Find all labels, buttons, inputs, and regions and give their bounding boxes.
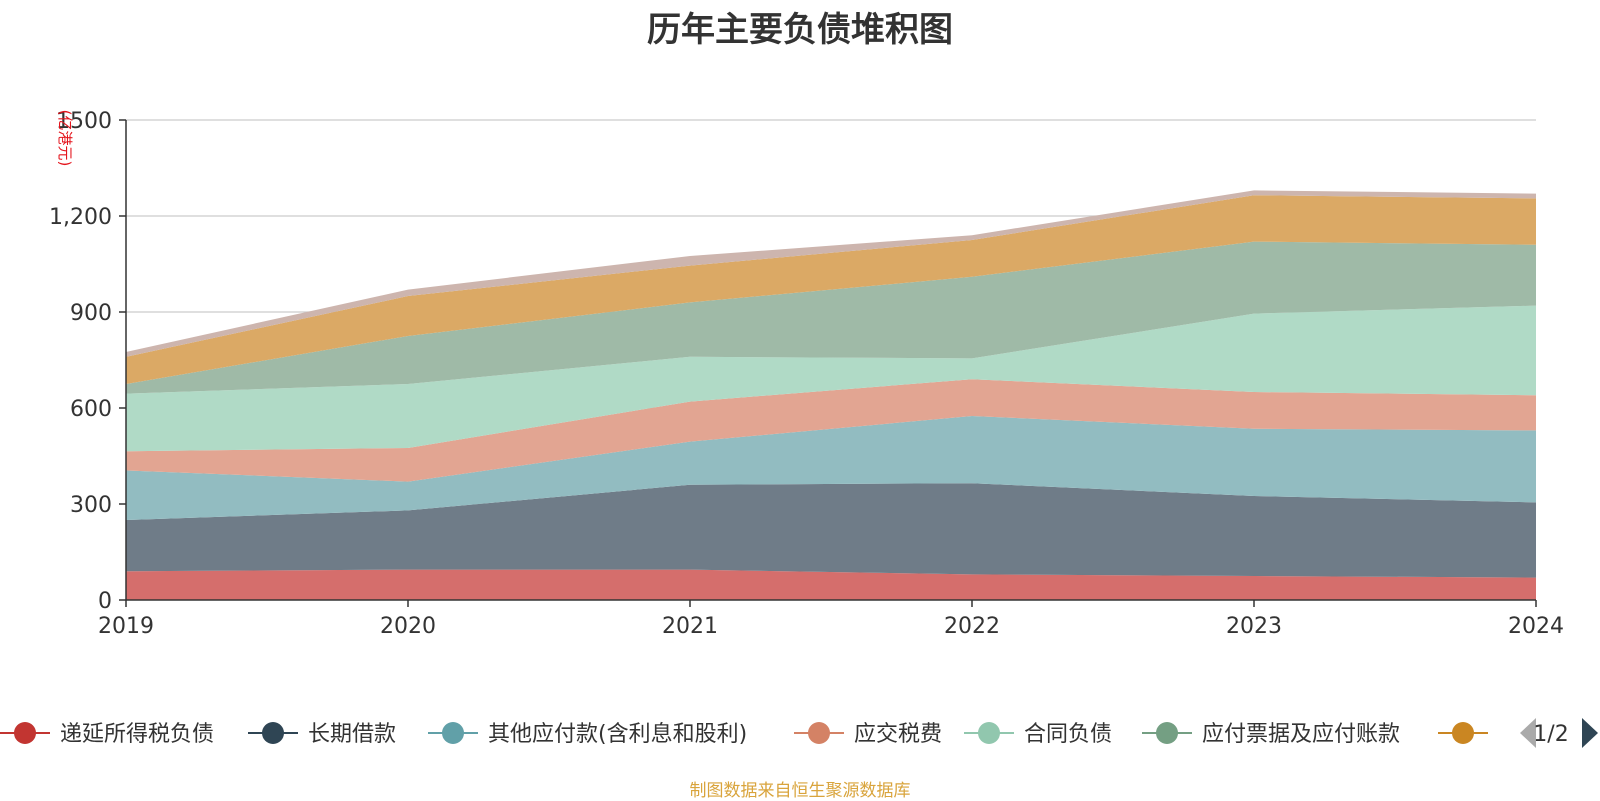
legend-pager: 1/2	[1520, 718, 1598, 748]
legend-item: 应交税费	[794, 722, 942, 747]
legend-marker	[1452, 722, 1474, 744]
x-tick-label: 2024	[1508, 614, 1564, 639]
legend-label: 递延所得税负债	[60, 722, 214, 747]
area-series-4	[126, 379, 1536, 482]
y-tick-label: 300	[70, 493, 112, 518]
y-unit-label: (亿港元)	[56, 110, 74, 167]
axes: 0 300 600 900 1,200 1500 2019 2020 2021 2022 2023 2…	[49, 109, 1564, 639]
x-tick-label: 2019	[98, 614, 154, 639]
next-page-icon[interactable]	[1582, 718, 1598, 748]
area-series-6	[126, 241, 1536, 394]
area-series-1	[126, 569, 1536, 600]
legend-label: 长期借款	[308, 722, 396, 747]
legend-page-indicator: 1/2	[1533, 722, 1568, 747]
x-tick-label: 2021	[662, 614, 718, 639]
legend-marker	[14, 722, 36, 744]
legend-item: 长期借款	[248, 722, 396, 747]
legend-label: 应交税费	[854, 722, 942, 747]
y-tick-label: 1,200	[49, 205, 112, 230]
stacked-areas	[126, 190, 1536, 600]
legend-item: 合同负债	[964, 722, 1112, 747]
source-note: 制图数据来自恒生聚源数据库	[689, 781, 911, 801]
legend-item: 其他应付款(含利息和股利)	[428, 722, 747, 747]
prev-page-icon[interactable]	[1520, 718, 1536, 748]
y-tick-label: 600	[70, 397, 112, 422]
legend-label: 合同负债	[1024, 722, 1112, 747]
legend-marker	[978, 722, 1000, 744]
y-tick-label: 1500	[56, 109, 112, 134]
chart-title: 历年主要负债堆积图	[647, 10, 953, 50]
area-series-2	[126, 483, 1536, 578]
legend-marker	[1156, 722, 1178, 744]
legend-item: 应付票据及应付账款	[1142, 722, 1400, 747]
x-tick-label: 2023	[1226, 614, 1282, 639]
legend-label: 其他应付款(含利息和股利)	[488, 722, 747, 747]
legend-marker	[262, 722, 284, 744]
legend-item	[1438, 722, 1488, 744]
area-series-7	[126, 195, 1536, 384]
legend-item: 递延所得税负债	[0, 722, 214, 747]
legend-label: 应付票据及应付账款	[1202, 722, 1400, 747]
area-series-3	[126, 416, 1536, 520]
legend-marker	[808, 722, 830, 744]
y-tick-label: 900	[70, 301, 112, 326]
y-tick-label: 0	[98, 589, 112, 614]
area-series-5	[126, 305, 1536, 452]
legend: 递延所得税负债 长期借款 其他应付款(含利息和股利) 应交税费 合同负债 应付票据及应付账…	[0, 718, 1598, 748]
legend-marker	[442, 722, 464, 744]
x-tick-label: 2022	[944, 614, 1000, 639]
x-tick-label: 2020	[380, 614, 436, 639]
